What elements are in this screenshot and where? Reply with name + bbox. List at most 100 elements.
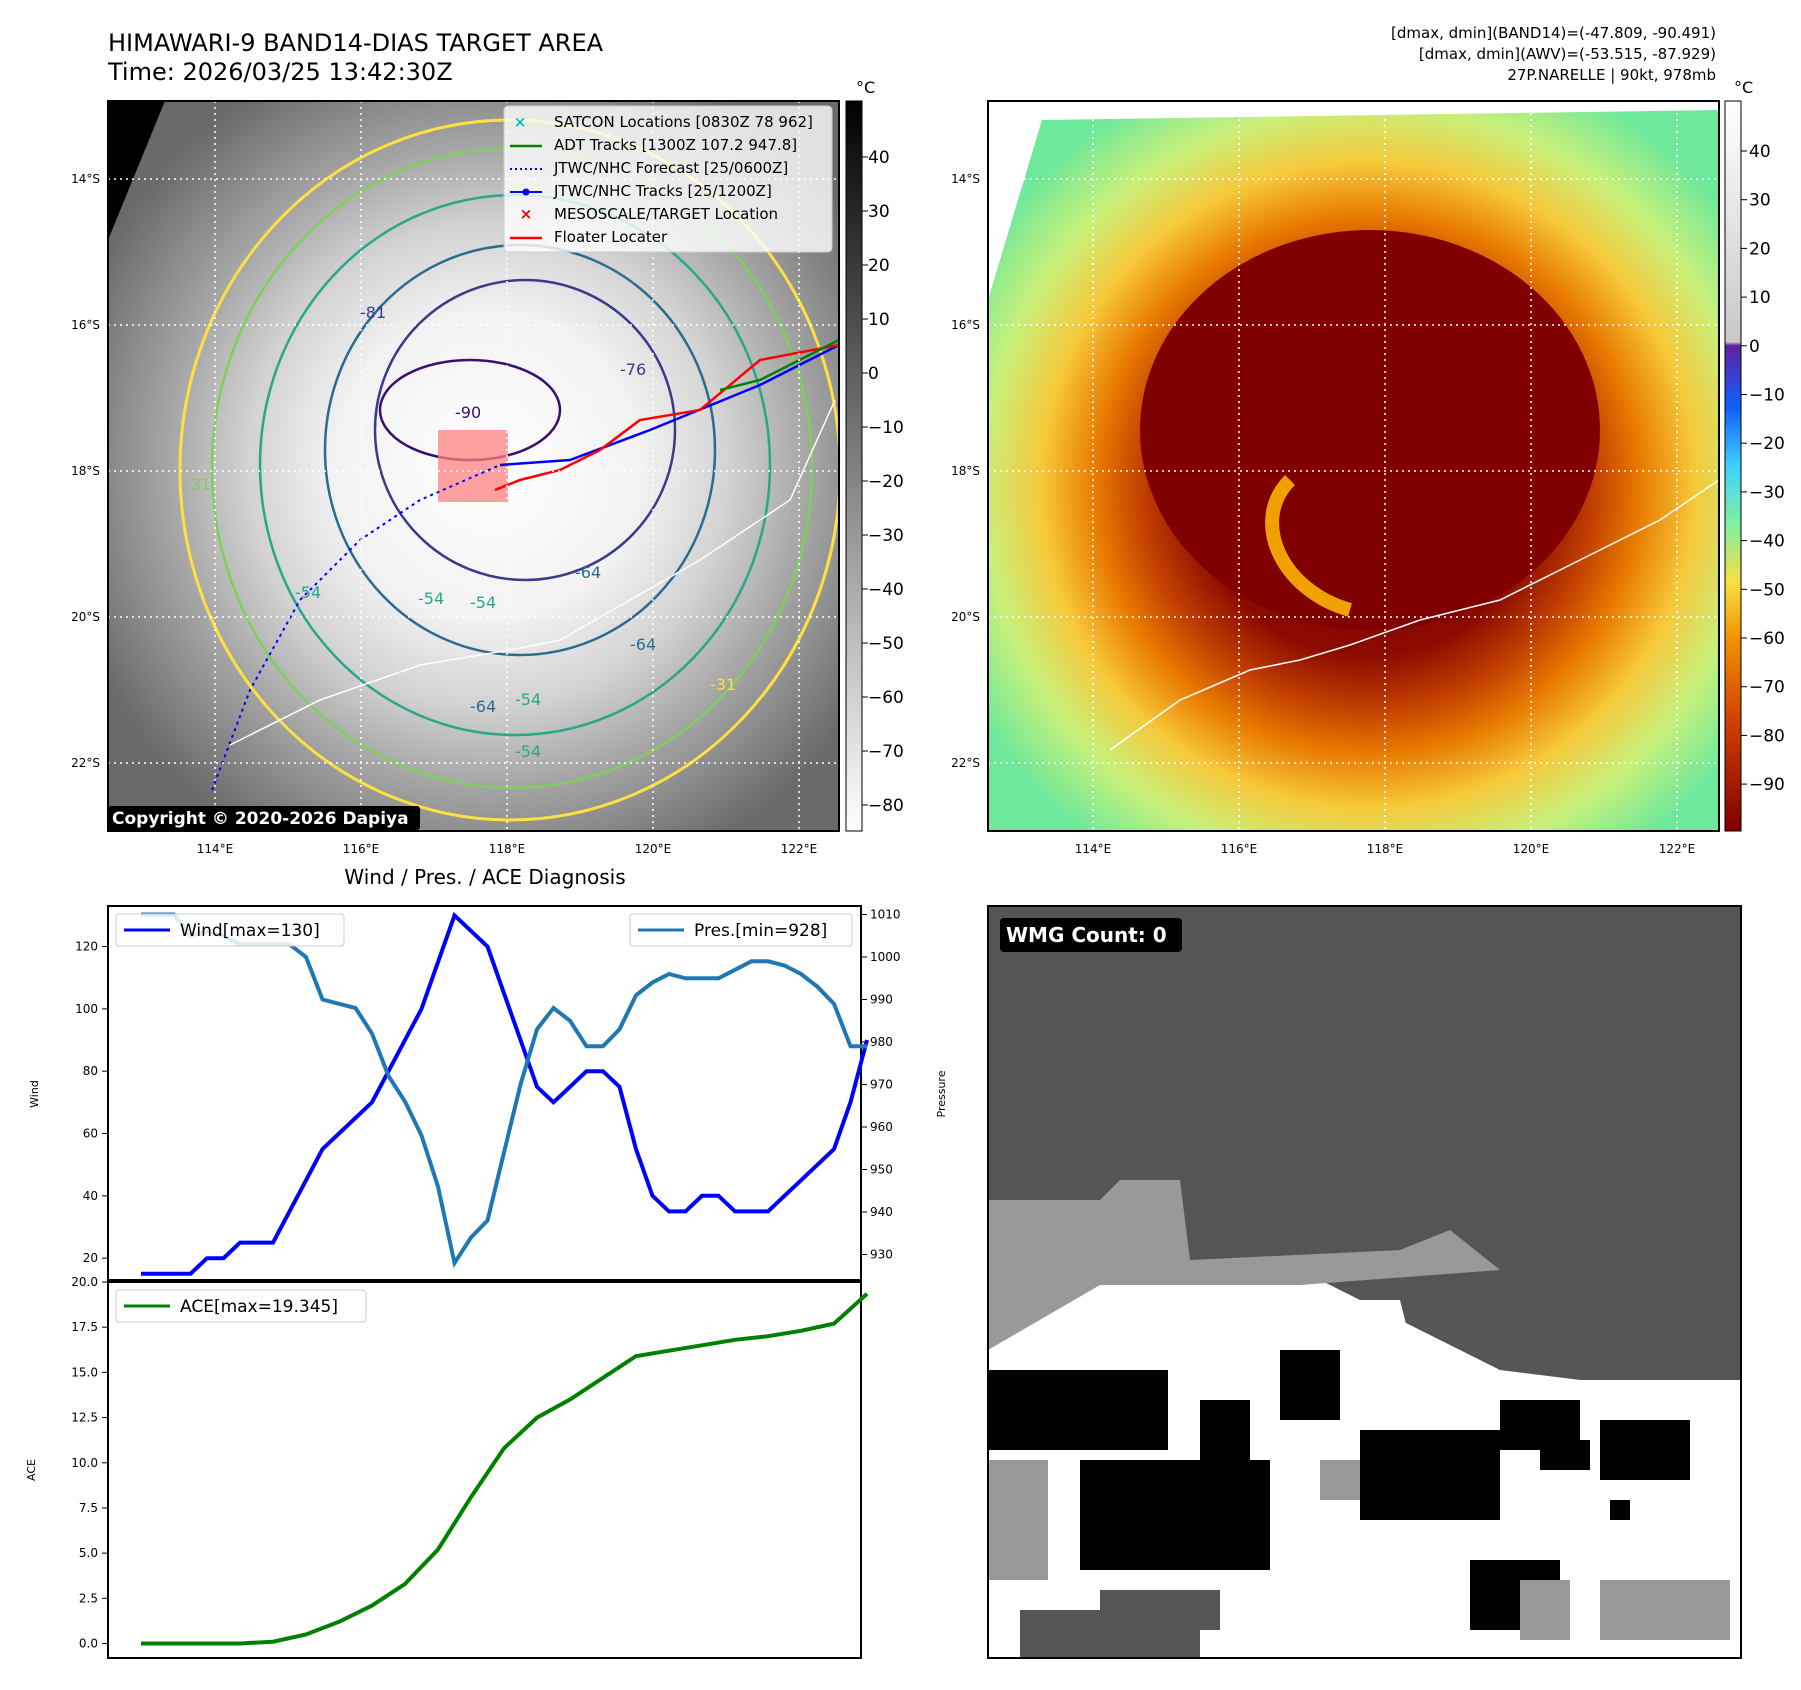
pressure-tick-label: 1010: [870, 908, 901, 922]
ace-tick-label: 0.0: [79, 1637, 98, 1651]
legend-item: JTWC/NHC Tracks [25/1200Z]: [553, 182, 772, 200]
lat-tick-label: 22°S: [71, 756, 100, 770]
ace-tick-label: 12.5: [71, 1411, 98, 1425]
colorbar-tick-label: −50: [868, 634, 904, 654]
ace-tick-label: 10.0: [71, 1456, 98, 1470]
ir-colorbar-ticks: 403020100−10−20−30−40−50−60−70−80: [862, 148, 904, 816]
storm-info: 27P.NARELLE | 90kt, 978mb: [1507, 66, 1716, 84]
map-legend: × × SATCON Locations [0830Z 78 962] ADT …: [504, 106, 832, 252]
contour-label: -54: [418, 589, 444, 608]
legend-item: ADT Tracks [1300Z 107.2 947.8]: [554, 136, 797, 154]
diagnosis-title: Wind / Pres. / ACE Diagnosis: [344, 865, 625, 889]
awv-map-panel: [988, 101, 1719, 831]
awv-colorbar-ticks: 40 30 20 10 0 −10 −20 −30 −40 −50 −60 −70 −80 −90: [1741, 142, 1785, 795]
lat-tick-label: 20°S: [951, 610, 980, 624]
colorbar-tick-label: 20: [868, 256, 890, 276]
colorbar-tick-label: −60: [868, 688, 904, 708]
lat-tick-label: 20°S: [71, 610, 100, 624]
pressure-tick-label: 960: [870, 1120, 893, 1134]
lat-tick-label: 18°S: [71, 464, 100, 478]
legend-item: JTWC/NHC Forecast [25/0600Z]: [553, 159, 788, 177]
ace-tick-label: 20.0: [71, 1275, 98, 1289]
wmg-count-label: WMG Count: 0: [1006, 923, 1167, 947]
figure-time: Time: 2026/03/25 13:42:30Z: [107, 58, 453, 86]
contour-label: -54: [515, 742, 541, 761]
lat-tick-label: 14°S: [71, 172, 100, 186]
ace-tick-label: 2.5: [79, 1591, 98, 1605]
ir-colorbar-unit: °C: [856, 78, 875, 97]
pressure-tick-label: 1000: [870, 950, 901, 964]
legend-item: Floater Locater: [554, 228, 668, 246]
pressure-legend-label: Pres.[min=928]: [694, 921, 827, 941]
lon-tick-label: 120°E: [1513, 842, 1550, 856]
contour-label: -31: [185, 475, 211, 494]
contour-label: -54: [295, 583, 321, 602]
colorbar-tick-label: −30: [1749, 483, 1785, 503]
contour-label: -64: [630, 635, 656, 654]
ace-tick-label: 15.0: [71, 1365, 98, 1379]
colorbar-tick-label: −90: [1749, 775, 1785, 795]
pressure-axis-label: Pressure: [935, 1070, 948, 1117]
awv-colorbar: [1725, 101, 1741, 831]
wind-legend-label: Wind[max=130]: [180, 921, 320, 941]
pressure-tick-label: 970: [870, 1078, 893, 1092]
target-area-box: [438, 430, 508, 502]
colorbar-tick-label: 10: [868, 310, 890, 330]
colorbar-tick-label: 30: [868, 202, 890, 222]
awv-colorbar-unit: °C: [1734, 78, 1753, 97]
pressure-tick-label: 990: [870, 993, 893, 1007]
lon-tick-label: 116°E: [343, 842, 380, 856]
lat-tick-label: 22°S: [951, 756, 980, 770]
lat-tick-label: 14°S: [951, 172, 980, 186]
awv-range: [dmax, dmin](AWV)=(-53.515, -87.929): [1419, 45, 1716, 63]
contour-label: -64: [470, 697, 496, 716]
lat-tick-label: 16°S: [71, 318, 100, 332]
colorbar-tick-label: −40: [868, 580, 904, 600]
colorbar-tick-label: 40: [1749, 142, 1771, 162]
contour-label: -31: [710, 675, 736, 694]
colorbar-tick-label: 20: [1749, 239, 1771, 259]
colorbar-tick-label: −20: [1749, 434, 1785, 454]
satcon-marker-icon: ×: [514, 113, 527, 131]
ace-tick-label: 5.0: [79, 1546, 98, 1560]
pressure-tick-label: 940: [870, 1205, 893, 1219]
contour-label: -81: [360, 303, 386, 322]
legend-item: SATCON Locations [0830Z 78 962]: [554, 113, 813, 131]
colorbar-tick-label: 10: [1749, 288, 1771, 308]
copyright-text: Copyright © 2020-2026 Dapiya: [112, 809, 409, 829]
colorbar-tick-label: 0: [868, 364, 879, 384]
contour-label: -54: [515, 690, 541, 709]
legend-item: MESOSCALE/TARGET Location: [554, 205, 778, 223]
track-point-icon: [523, 189, 530, 196]
ir-colorbar: [846, 101, 862, 831]
pressure-tick-label: 950: [870, 1163, 893, 1177]
colorbar-tick-label: 30: [1749, 191, 1771, 211]
lon-tick-label: 118°E: [489, 842, 526, 856]
wind-tick-label: 100: [75, 1002, 98, 1016]
wind-tick-label: 120: [75, 940, 98, 954]
colorbar-tick-label: −50: [1749, 580, 1785, 600]
contour-label: -76: [620, 360, 646, 379]
lon-tick-label: 118°E: [1367, 842, 1404, 856]
colorbar-tick-label: −10: [1749, 386, 1785, 406]
ace-legend-label: ACE[max=19.345]: [180, 1297, 338, 1317]
lon-tick-label: 122°E: [1659, 842, 1696, 856]
target-marker-icon: ×: [520, 205, 533, 223]
lon-tick-label: 114°E: [197, 842, 234, 856]
colorbar-tick-label: −40: [1749, 532, 1785, 552]
colorbar-tick-label: 40: [868, 148, 890, 168]
contour-label: -64: [575, 563, 601, 582]
wmg-panel: WMG Count: 0: [988, 906, 1741, 1658]
colorbar-tick-label: −70: [868, 742, 904, 762]
wind-tick-label: 20: [83, 1251, 98, 1265]
ace-axis-label: ACE: [25, 1459, 38, 1481]
wind-tick-label: 60: [83, 1127, 98, 1141]
wind-tick-label: 40: [83, 1189, 98, 1203]
lon-tick-label: 122°E: [781, 842, 818, 856]
colorbar-tick-label: −10: [868, 418, 904, 438]
wind-axis-label: Wind: [28, 1080, 41, 1108]
ace-tick-label: 17.5: [71, 1320, 98, 1334]
colorbar-tick-label: −20: [868, 472, 904, 492]
